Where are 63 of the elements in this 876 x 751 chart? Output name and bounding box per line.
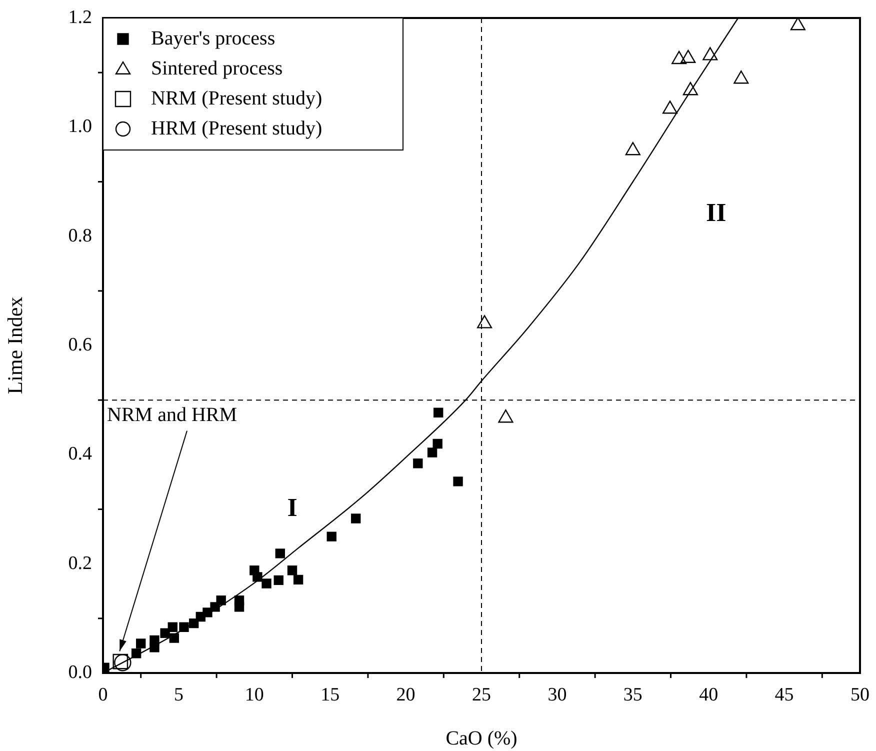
point <box>672 50 687 64</box>
annotation: NRM and HRM <box>107 404 238 426</box>
point <box>734 70 749 84</box>
x-tick-label: 10 <box>244 684 264 706</box>
x-tick-label: 50 <box>850 684 870 706</box>
point <box>274 575 284 586</box>
point <box>234 602 244 612</box>
point <box>262 578 272 588</box>
point <box>169 633 179 643</box>
point <box>160 628 170 638</box>
y-tick-label: 0.0 <box>68 662 92 683</box>
point <box>287 566 298 576</box>
point <box>350 514 361 524</box>
point <box>427 448 438 458</box>
x-tick-label: 0 <box>98 684 108 706</box>
point <box>477 315 492 328</box>
point <box>453 476 463 486</box>
y-tick-label: 0.4 <box>68 444 92 465</box>
point <box>112 654 128 670</box>
point <box>131 648 142 658</box>
x-tick-label: 40 <box>699 684 718 706</box>
annotation: II <box>706 198 726 228</box>
point <box>202 608 212 618</box>
x-tick-label: 30 <box>548 684 567 706</box>
point <box>216 596 226 606</box>
point <box>625 142 640 156</box>
point <box>413 458 423 468</box>
y-tick-label: 0.2 <box>68 552 92 574</box>
x-tick-label: 20 <box>396 684 416 706</box>
point <box>662 100 678 114</box>
y-tick-label: 1.2 <box>68 6 92 28</box>
point <box>179 622 189 632</box>
x-tick-label: 45 <box>774 684 794 706</box>
point <box>702 47 718 60</box>
x-axis-title: CaO (%) <box>446 727 518 750</box>
point <box>326 532 336 542</box>
y-tick-label: 1.0 <box>68 116 92 138</box>
annotation: I <box>287 492 298 522</box>
point <box>790 18 806 30</box>
y-tick-label: 0.6 <box>68 334 92 356</box>
point <box>682 82 698 96</box>
y-axis-title: Lime Index <box>3 296 28 394</box>
point <box>150 635 160 646</box>
point <box>136 638 146 648</box>
legend-label: NRM (Present study) <box>151 87 322 110</box>
point <box>432 438 442 449</box>
point <box>275 548 285 558</box>
point <box>680 50 696 63</box>
point <box>498 409 514 423</box>
point <box>168 622 178 632</box>
point <box>189 618 199 628</box>
x-tick-label: 5 <box>174 684 184 706</box>
x-tick-label: 25 <box>472 684 491 706</box>
point <box>434 408 444 418</box>
y-tick-label: 0.8 <box>68 225 92 246</box>
point <box>252 572 262 582</box>
x-tick-label: 35 <box>623 684 642 706</box>
legend-label: Bayer's process <box>151 27 276 50</box>
legend-label: HRM (Present study) <box>151 117 322 140</box>
point <box>293 574 304 585</box>
legend-label: Sintered process <box>151 57 283 80</box>
x-tick-label: 15 <box>320 684 340 706</box>
point <box>114 654 132 672</box>
